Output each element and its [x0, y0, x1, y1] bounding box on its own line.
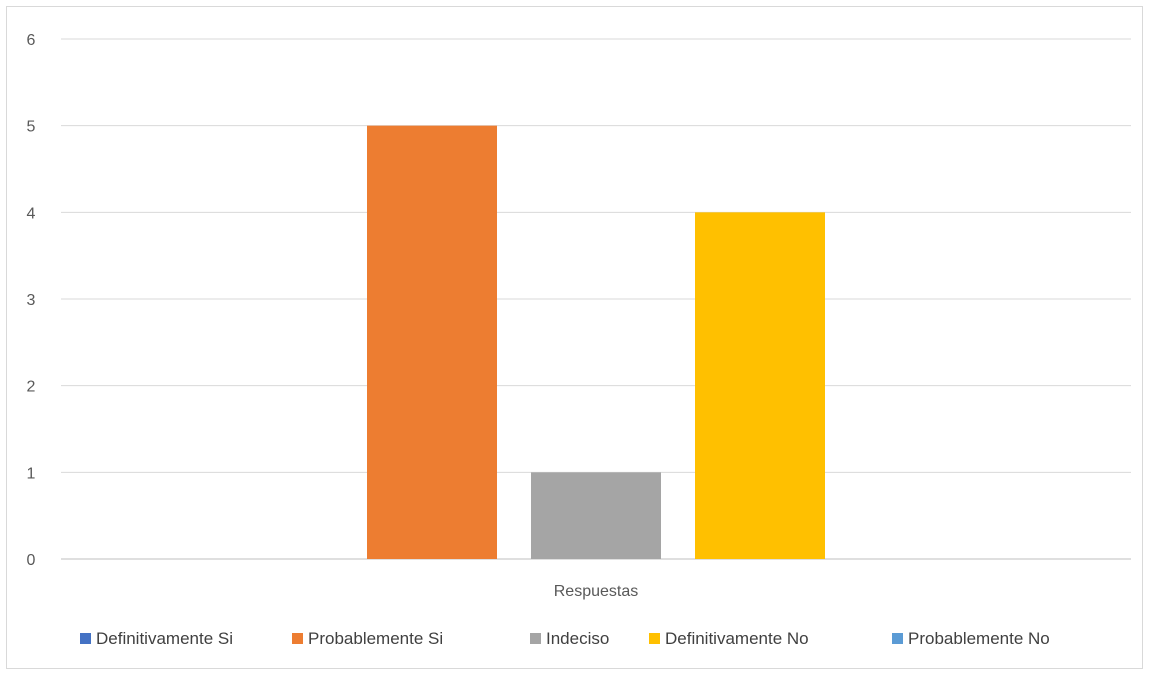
- bar-indeciso: [531, 472, 661, 559]
- legend-swatch: [649, 633, 660, 644]
- legend-swatch: [892, 633, 903, 644]
- bars: [367, 125, 825, 560]
- y-tick-label: 3: [27, 292, 36, 309]
- y-axis-ticks: 0 1 2 3 4 5 6: [27, 32, 36, 569]
- y-tick-label: 6: [27, 32, 36, 49]
- gridlines: [61, 38, 1131, 560]
- legend-label: Indeciso: [546, 629, 609, 648]
- y-tick-label: 0: [27, 552, 36, 569]
- legend-swatch: [292, 633, 303, 644]
- legend-swatch: [80, 633, 91, 644]
- legend-label: Definitivamente Si: [96, 629, 233, 648]
- legend-label: Probablemente No: [908, 629, 1050, 648]
- y-tick-label: 1: [27, 465, 36, 482]
- bar-definitivamente-no: [695, 212, 825, 560]
- legend: Definitivamente Si Probablemente Si Indeci…: [80, 629, 1050, 648]
- bar-probablemente-si: [367, 125, 497, 560]
- legend-label: Probablemente Si: [308, 629, 443, 648]
- legend-swatch: [530, 633, 541, 644]
- legend-label: Definitivamente No: [665, 629, 809, 648]
- category-label: Respuestas: [554, 583, 639, 600]
- y-tick-label: 2: [27, 379, 36, 396]
- y-tick-label: 5: [27, 119, 36, 136]
- y-tick-label: 4: [27, 205, 36, 222]
